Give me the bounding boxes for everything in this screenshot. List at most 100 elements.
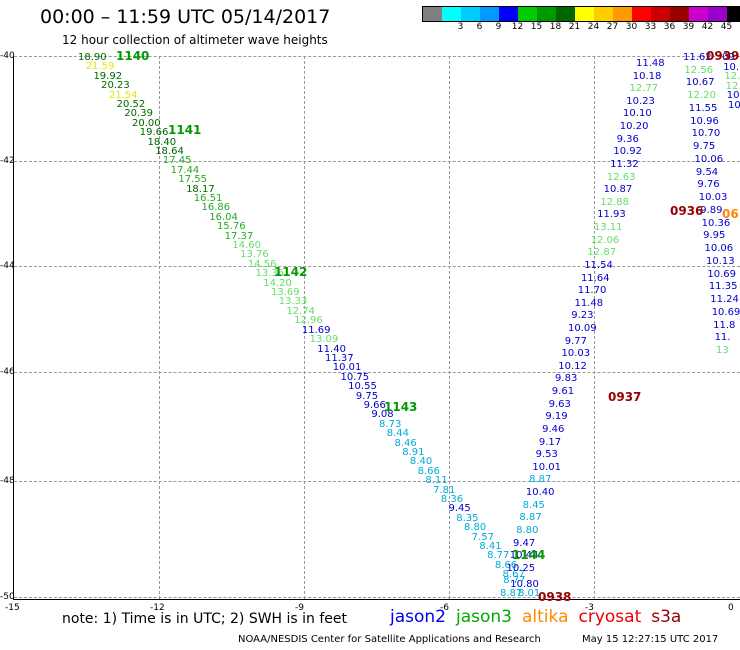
map-title: 00:00 – 11:59 UTC 05/14/2017 (40, 6, 331, 28)
longitude-tick-label: -3 (585, 603, 594, 613)
wave-height-observation: 10.80 (510, 578, 539, 590)
latitude-tick-label: -50 (0, 592, 15, 602)
wave-height-observation: 13.11 (593, 222, 623, 234)
pass-time-label: 1143 (384, 400, 418, 414)
wave-height-observation: 17.37 (224, 230, 254, 242)
wave-height-observation: 10.70 (691, 128, 721, 140)
latitude-tick-label: -42 (0, 156, 15, 166)
wave-height-observation: 10.10 (623, 108, 652, 120)
wave-height-observation: 13.09 (309, 334, 339, 346)
wave-height-observation: 10.92 (613, 146, 642, 158)
wave-height-observation: 9.08 (371, 409, 394, 421)
wave-height-observation: 18.40 (147, 136, 177, 148)
legend-label: 21 (568, 22, 581, 32)
color-legend-labels: 36912151821242730333639424570(ft) (422, 22, 740, 32)
wave-height-observation: 8.46 (394, 437, 417, 449)
wave-height-observation: 9.19 (545, 411, 568, 423)
wave-height-observation: 9.77 (564, 335, 588, 347)
pass-time-label: 0938 (538, 590, 572, 604)
wave-height-observation: 11.37 (325, 352, 354, 364)
note-text: note: 1) Time is in UTC; 2) SWH is in fe… (62, 611, 348, 627)
wave-height-observation: 9.75 (355, 390, 379, 402)
wave-height-observation: 19.92 (93, 70, 123, 82)
wave-height-observation: 21.54 (108, 89, 138, 101)
wave-height-observation: 11.40 (317, 343, 346, 355)
latitude-tick-label: -40 (0, 51, 15, 61)
legend-label: 18 (549, 22, 562, 32)
wave-height-observation: 8.80 (516, 524, 539, 536)
longitude-tick-label: -9 (295, 603, 304, 613)
wave-height-observation: 10.40 (525, 487, 555, 499)
wave-height-observation: 11.54 (584, 259, 613, 271)
wave-height-observation: 15.76 (216, 221, 246, 233)
wave-height-observation: 8.80 (463, 522, 487, 534)
pass-time-label: 0936 (670, 204, 704, 218)
wave-height-observation: 7.57 (471, 531, 494, 543)
wave-height-observation: 9.63 (548, 398, 571, 410)
wave-height-observation: 9.23 (571, 310, 594, 322)
legend-label: 6 (476, 22, 483, 32)
wave-height-observation: 8.45 (522, 499, 545, 511)
latitude-gridline (14, 161, 740, 162)
wave-height-observation: 9.54 (695, 166, 719, 178)
wave-height-observation: 8.01 (518, 588, 541, 599)
wave-height-observation: 19.66 (139, 127, 169, 139)
wave-height-observation: 10.18 (632, 70, 662, 82)
wave-height-observation: 10.69 (707, 268, 737, 280)
wave-height-observation: 12.11 (724, 71, 740, 83)
satellite-legend-item: jason3 (456, 607, 512, 627)
color-legend-bar (422, 6, 740, 22)
wave-height-observation: 12.87 (587, 247, 617, 259)
wave-height-observation: 11.48 (574, 297, 604, 309)
wave-height-observation: 10.56 (723, 61, 740, 73)
wave-height-observation: 8.67 (502, 569, 525, 581)
wave-height-observation: 8.44 (386, 428, 410, 440)
wave-height-observation: 11.8 (713, 319, 736, 331)
wave-height-observation: 8.77 (503, 575, 526, 587)
wave-height-observation: 12.88 (600, 196, 630, 208)
wave-height-observation: 11.35 (708, 281, 738, 293)
wave-height-observation: 8.66 (494, 559, 518, 571)
longitude-gridline (159, 56, 160, 599)
wave-height-observation: 10.09 (568, 323, 597, 334)
latitude-gridline (14, 481, 740, 482)
wave-height-observation: 8.91 (402, 446, 425, 458)
wave-height-observation: 10.20 (619, 121, 649, 133)
legend-swatch (499, 7, 518, 21)
wave-height-observation: 12.06 (590, 234, 620, 246)
longitude-tick-label: 0 (728, 603, 734, 613)
wave-height-observation: 10.87 (603, 184, 633, 196)
legend-label: 36 (663, 22, 676, 32)
wave-height-observation: 11.62 (683, 52, 712, 63)
wave-height-observation: 17.55 (178, 174, 207, 186)
wave-height-observation: 11.64 (580, 272, 610, 284)
wave-height-observation: 18.90 (78, 52, 107, 63)
satellite-legend-item: cryosat (578, 607, 642, 627)
wave-height-observation: 11. (714, 332, 731, 344)
legend-swatch (480, 7, 499, 21)
wave-height-observation: 8.35 (456, 512, 479, 524)
legend-swatch (727, 7, 740, 21)
wave-height-observation: 20.39 (124, 108, 153, 120)
satellite-legend: jason2 jason3 altika cryosat s3a (390, 607, 691, 627)
latitude-tick-label: -48 (0, 476, 15, 486)
wave-height-observation: 18.64 (155, 146, 184, 158)
wave-height-observation: 10.06 (694, 153, 724, 165)
wave-height-observation: 11.93 (597, 209, 626, 221)
legend-label: 30 (625, 22, 638, 32)
wave-height-observation: 8.87 (529, 474, 552, 486)
footer-credit: NOAA/NESDIS Center for Satellite Applica… (238, 634, 541, 645)
latitude-tick-label: -46 (0, 367, 15, 377)
latitude-gridline (14, 372, 740, 373)
latitude-gridline (14, 266, 740, 267)
wave-height-observation: 9.75 (693, 141, 716, 153)
legend-label: 15 (530, 22, 543, 32)
wave-height-observation: 10.23 (626, 95, 655, 107)
wave-height-observation: 8.87 (500, 588, 523, 599)
wave-height-observation: 12.20 (687, 90, 716, 102)
pass-time-label: 1142 (274, 265, 308, 279)
wave-height-observation: 11.48 (636, 58, 665, 69)
legend-label: 12 (511, 22, 524, 32)
legend-label (432, 22, 451, 32)
wave-height-observation: 10.12 (558, 360, 587, 372)
